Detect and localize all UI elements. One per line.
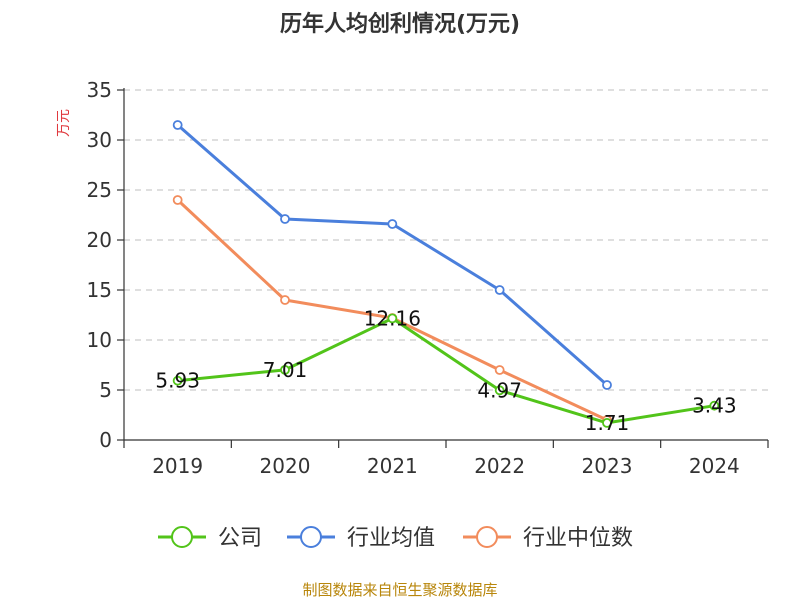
data-point-0-3 [494, 385, 505, 396]
data-label: 5.93 [155, 369, 200, 393]
data-label: 12.16 [364, 306, 421, 330]
legend-marker [476, 526, 498, 548]
data-label: 1.71 [585, 411, 630, 435]
data-point-0-5 [709, 400, 720, 411]
legend-label: 公司 [218, 526, 262, 551]
data-point-1-3 [494, 285, 505, 295]
data-point-1-1 [280, 214, 290, 224]
legend-marker [300, 526, 322, 548]
y-tick-label: 20 [87, 228, 112, 252]
y-tick-label: 30 [87, 128, 112, 152]
y-tick-label: 10 [87, 328, 112, 352]
data-point-2-0 [172, 195, 183, 205]
x-tick-label: 2024 [689, 454, 740, 478]
data-point-1-2 [387, 219, 398, 229]
data-point-0-0 [172, 375, 183, 386]
data-point-1-0 [172, 120, 183, 130]
legend-label: 行业均值 [347, 526, 435, 551]
x-tick-label: 2021 [367, 454, 418, 478]
y-tick-label: 0 [99, 428, 112, 452]
y-axis-label: 万元 [56, 109, 72, 137]
series-line-0 [176, 316, 716, 425]
legend-item-1: 行业均值 [287, 526, 435, 551]
x-tick-label: 2020 [260, 454, 311, 478]
axes: 0 5 10 15 20 25 30 35 2019 2020 2021 2022 2023 2024 [87, 78, 769, 478]
x-tick-label: 2019 [152, 454, 203, 478]
data-label: 4.97 [477, 378, 522, 402]
x-tick-label: 2022 [474, 454, 525, 478]
data-point-1-4 [602, 380, 612, 390]
data-labels: 5.93 7.01 12.16 4.97 1.71 3.43 [155, 306, 736, 435]
series-lines [172, 120, 720, 428]
data-point-2-1 [280, 295, 290, 305]
series-line-1 [176, 123, 609, 387]
y-tick-label: 25 [87, 178, 112, 202]
y-tick-label: 5 [99, 378, 112, 402]
legend-marker [171, 526, 193, 548]
legend: 公司 行业均值 行业中位数 [158, 526, 633, 551]
x-tick-label: 2023 [582, 454, 633, 478]
legend-item-0: 公司 [158, 526, 262, 551]
y-tick-label: 15 [87, 278, 112, 302]
legend-label: 行业中位数 [523, 526, 633, 551]
data-point-0-1 [280, 364, 290, 375]
chart-title: 历年人均创利情况(万元) [280, 11, 520, 37]
y-tick-label: 35 [87, 78, 112, 102]
data-point-2-3 [494, 365, 505, 375]
legend-item-2: 行业中位数 [463, 526, 633, 551]
source-note: 制图数据来自恒生聚源数据库 [302, 581, 497, 599]
data-label: 3.43 [692, 394, 737, 418]
grid-lines [124, 89, 768, 391]
data-point-0-4 [602, 417, 612, 428]
data-label: 7.01 [263, 358, 308, 382]
data-point-0-2 [387, 313, 398, 324]
